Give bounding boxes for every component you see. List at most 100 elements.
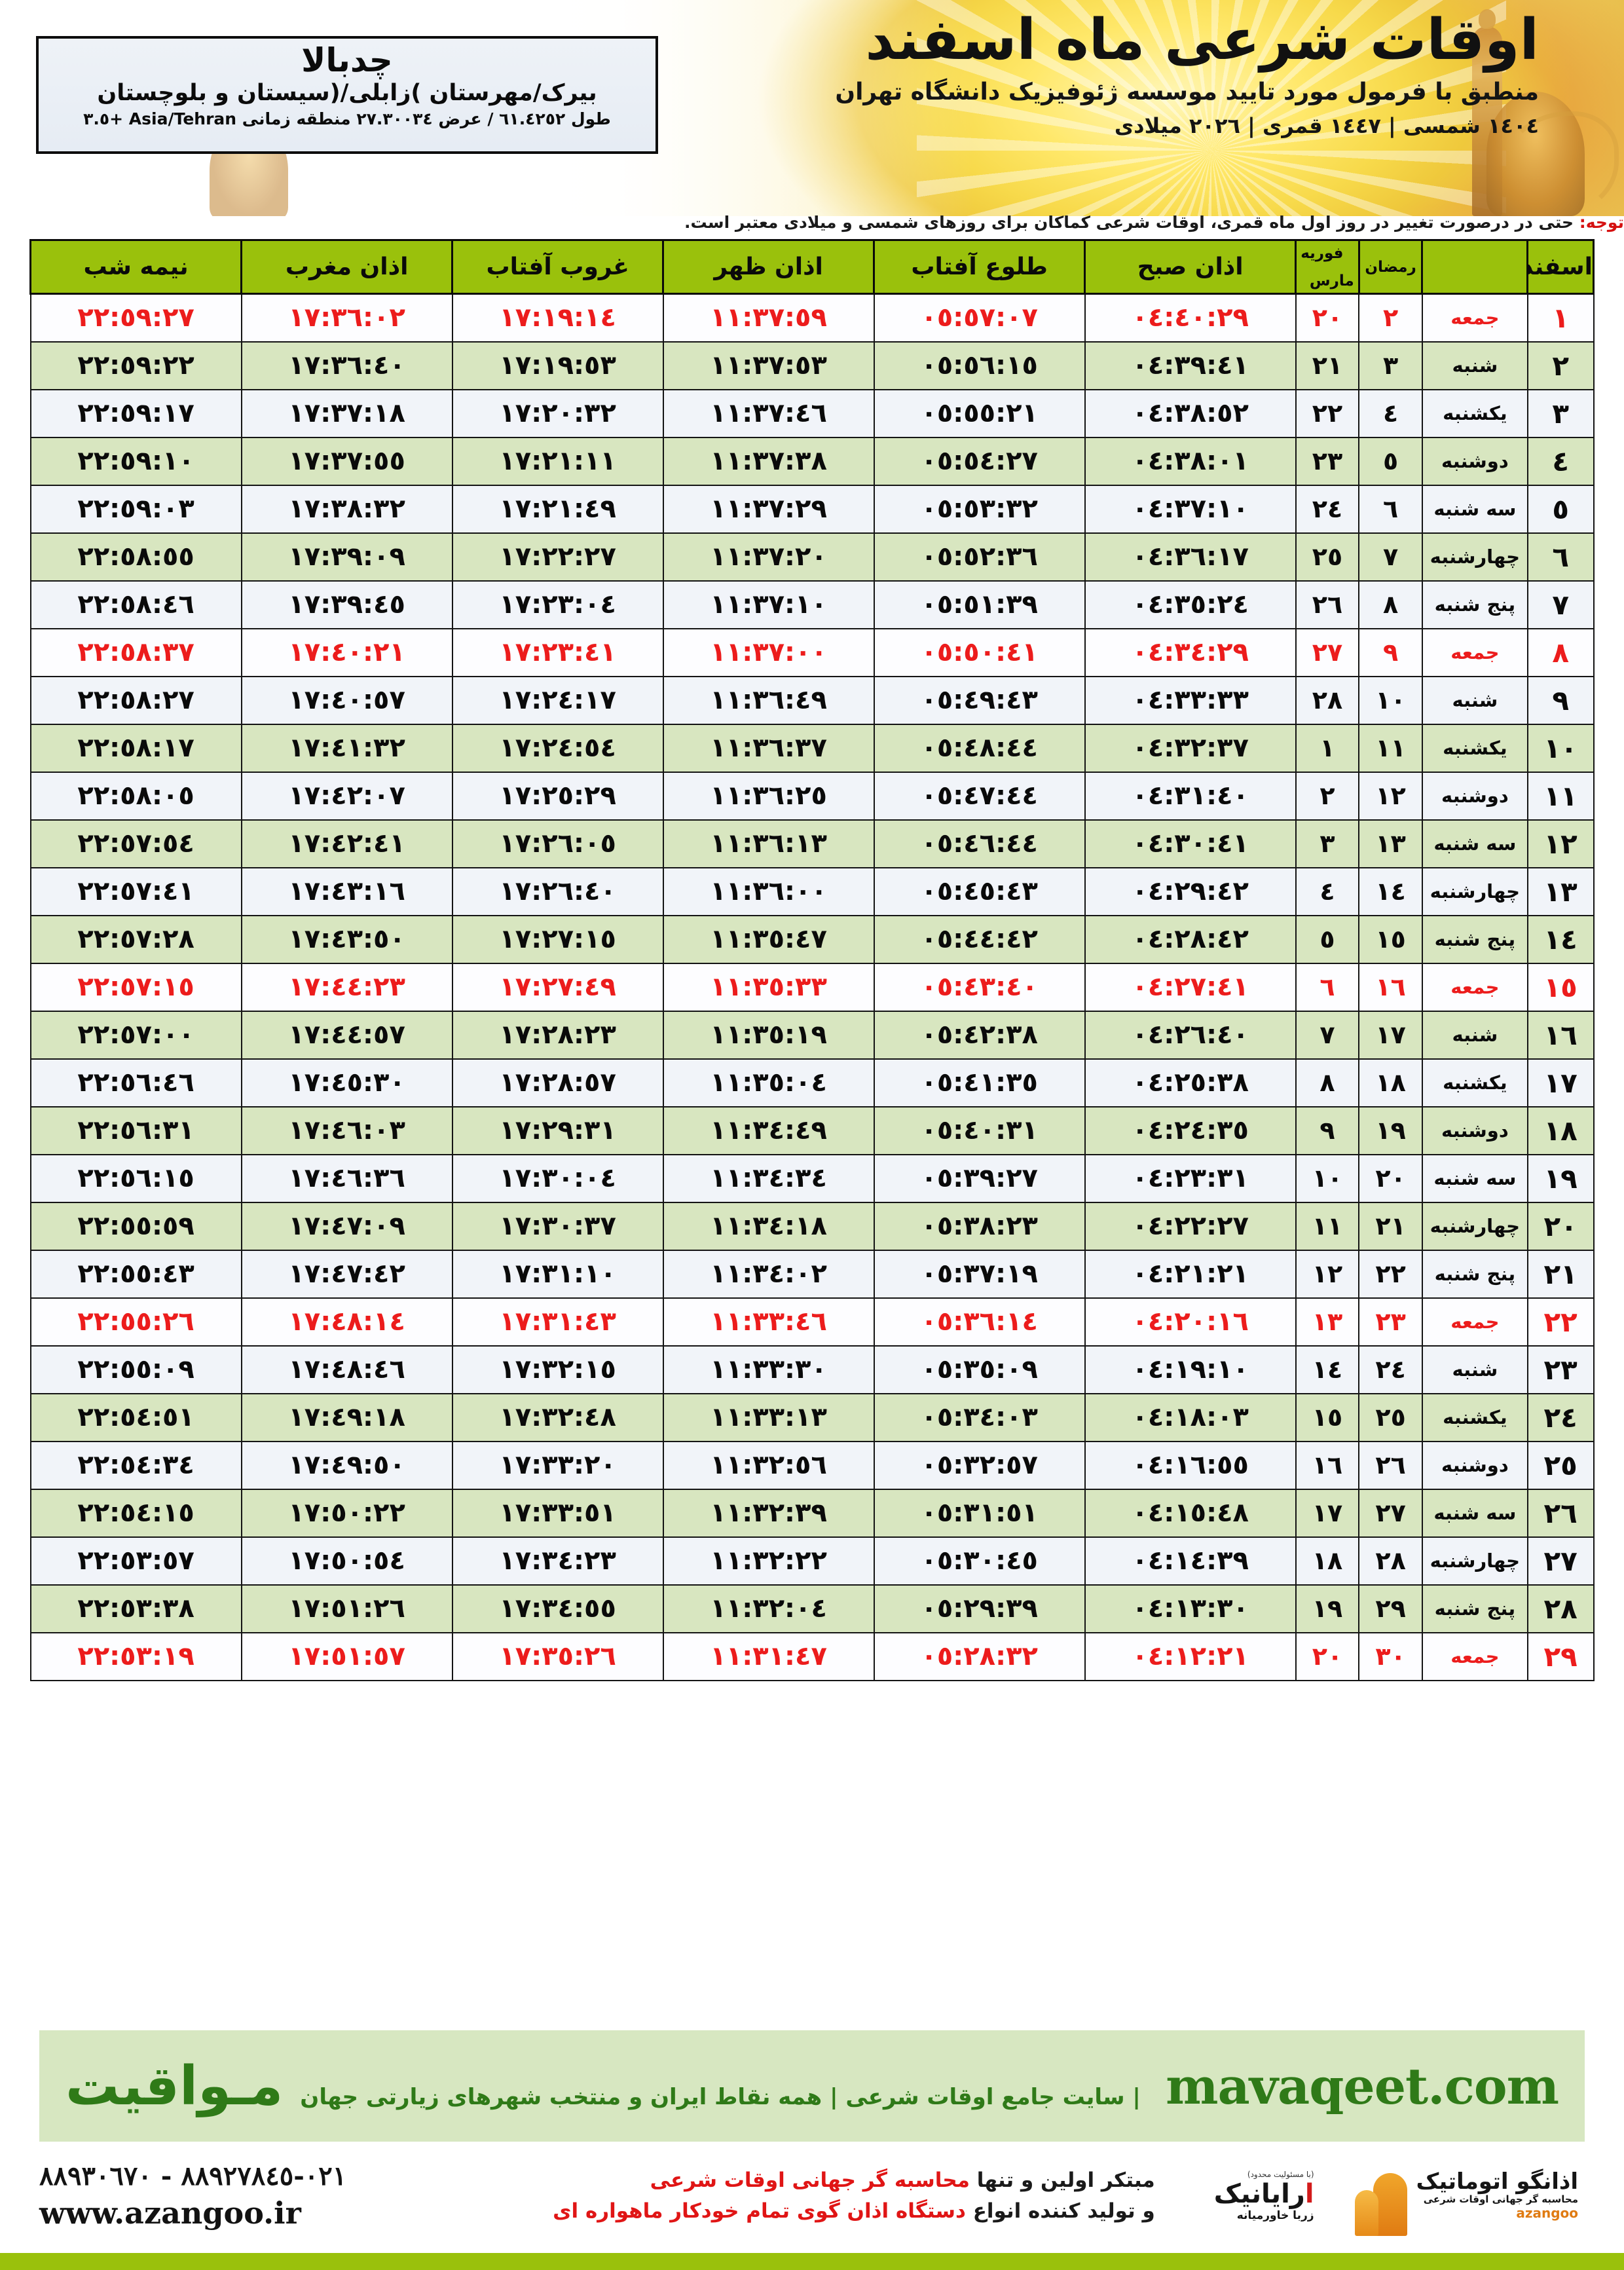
cell-dhuhr-time: ١١:٣٦:١٣: [662, 819, 875, 868]
cell-dhuhr-time: ١١:٣٢:٣٩: [662, 1488, 875, 1538]
city-info-box: چدبالا بیرک/مهرستان )زابلی/(سیستان و بلو…: [36, 36, 658, 154]
cell-midnight-time: ٢٢:٥٤:١٥: [29, 1488, 242, 1538]
cell-day-number: ٩: [1526, 675, 1595, 725]
cell-hijri-day: ٣٠: [1358, 1631, 1423, 1681]
page-title: اوقات شرعی ماه اسفند: [865, 7, 1540, 73]
cell-weekday-name: یکشنبه: [1421, 1392, 1528, 1442]
table-body: ١ جمعه ٢ ٢٠ ٠٤:٤٠:٢٩ ٠٥:٥٧:٠٧ ١١:٣٧:٥٩ ١٧:١٩:١٤…: [29, 293, 1595, 1681]
cell-fajr-time: ٠٤:٣٣:٣٣: [1084, 675, 1297, 725]
col-header-sunrise: طلوع آفتاب: [873, 239, 1086, 295]
contact-info: ٠٢١-٨٨٩٢٧٨٤٥ - ٨٨٩٣٠٦٧٠ www.azangoo.ir: [39, 2161, 346, 2231]
cell-midnight-time: ٢٢:٥٦:٣١: [29, 1106, 242, 1155]
cell-dhuhr-time: ١١:٣٦:٣٧: [662, 723, 875, 773]
cell-fajr-time: ٠٤:٢٩:٤٢: [1084, 866, 1297, 916]
cell-gregorian-day: ١٨: [1295, 1536, 1360, 1586]
cell-sunrise-time: ٠٥:٤٧:٤٤: [873, 771, 1086, 821]
cell-weekday-name: جمعه: [1421, 1297, 1528, 1347]
cell-day-number: ٦: [1526, 532, 1595, 582]
cell-gregorian-day: ١١: [1295, 1201, 1360, 1251]
cell-fajr-time: ٠٤:٣٦:١٧: [1084, 532, 1297, 582]
mavaqeet-url[interactable]: mavaqeet.com: [1166, 2056, 1559, 2115]
table-row: ١٥ جمعه ١٦ ٦ ٠٤:٢٧:٤١ ٠٥:٤٣:٤٠ ١١:٣٥:٣٣ ١٧:٢٧:٤…: [29, 962, 1595, 1012]
cell-sunrise-time: ٠٥:٥٦:١٥: [873, 341, 1086, 390]
cell-weekday-name: شنبه: [1421, 1345, 1528, 1394]
cell-fajr-time: ٠٤:٢٧:٤١: [1084, 962, 1297, 1012]
note-text: حتی در درصورت تغییر در روز اول ماه قمری،…: [684, 213, 1579, 232]
col-header-fajr: اذان صبح: [1084, 239, 1297, 295]
cell-weekday-name: شنبه: [1421, 675, 1528, 725]
cell-gregorian-day: ١: [1295, 723, 1360, 773]
cell-weekday-name: یکشنبه: [1421, 723, 1528, 773]
cell-sunrise-time: ٠٥:٣٥:٠٩: [873, 1345, 1086, 1394]
sunburst-decoration: [917, 0, 1506, 216]
cell-fajr-time: ٠٤:١٨:٠٣: [1084, 1392, 1297, 1442]
company-slogan: مبتکر اولین و تنها محاسبه گر جهانی اوقات…: [553, 2165, 1155, 2226]
col-header-sunset: غروب آفتاب: [451, 239, 665, 295]
table-row: ٢٧ چهارشنبه ٢٨ ١٨ ٠٤:١٤:٣٩ ٠٥:٣٠:٤٥ ١١:٣٢:٢٢ ١٧…: [29, 1536, 1595, 1586]
cell-gregorian-day: ٣: [1295, 819, 1360, 868]
cell-dhuhr-time: ١١:٣٧:٤٦: [662, 388, 875, 438]
cell-midnight-time: ٢٢:٥٨:١٧: [29, 723, 242, 773]
cell-sunset-time: ١٧:٢١:١١: [451, 436, 664, 486]
cell-sunrise-time: ٠٥:٥١:٣٩: [873, 580, 1086, 629]
cell-day-number: ١٦: [1526, 1010, 1595, 1060]
cell-hijri-day: ١٩: [1358, 1106, 1423, 1155]
cell-weekday-name: پنج شنبه: [1421, 1249, 1528, 1299]
cell-maghrib-time: ١٧:٤٢:٠٧: [240, 771, 453, 821]
cell-maghrib-time: ١٧:٣٨:٣٢: [240, 484, 453, 534]
cell-maghrib-time: ١٧:٤٦:٣٦: [240, 1153, 453, 1203]
cell-day-number: ٢١: [1526, 1249, 1595, 1299]
col-header-gregorian: فوریه مارس: [1295, 239, 1360, 295]
cell-day-number: ٢: [1526, 341, 1595, 390]
cell-hijri-day: ١٢: [1358, 771, 1423, 821]
cell-fajr-time: ٠٤:٣٩:٤١: [1084, 341, 1297, 390]
cell-maghrib-time: ١٧:٤٣:١٦: [240, 866, 453, 916]
cell-gregorian-day: ٢١: [1295, 341, 1360, 390]
cell-midnight-time: ٢٢:٥٨:٠٥: [29, 771, 242, 821]
mavaqeet-brand-group: | سایت جامع اوقات شرعی | همه نقاط ایران …: [65, 2055, 1141, 2117]
cell-fajr-time: ٠٤:٣٢:٣٧: [1084, 723, 1297, 773]
cell-gregorian-day: ١٢: [1295, 1249, 1360, 1299]
cell-midnight-time: ٢٢:٥٩:١٧: [29, 388, 242, 438]
cell-fajr-time: ٠٤:١٦:٥٥: [1084, 1440, 1297, 1490]
table-row: ١٧ یکشنبه ١٨ ٨ ٠٤:٢٥:٣٨ ٠٥:٤١:٣٥ ١١:٣٥:٠٤ ١٧:٢٨…: [29, 1058, 1595, 1107]
cell-sunrise-time: ٠٥:٣٦:١٤: [873, 1297, 1086, 1347]
cell-fajr-time: ٠٤:٤٠:٢٩: [1084, 293, 1297, 343]
cell-maghrib-time: ١٧:٣٩:٠٩: [240, 532, 453, 582]
cell-fajr-time: ٠٤:٣١:٤٠: [1084, 771, 1297, 821]
cell-dhuhr-time: ١١:٣٧:٠٠: [662, 627, 875, 677]
cell-maghrib-time: ١٧:٤٠:٢١: [240, 627, 453, 677]
cell-midnight-time: ٢٢:٥٧:٢٨: [29, 914, 242, 964]
cell-midnight-time: ٢٢:٥٤:٣٤: [29, 1440, 242, 1490]
table-row: ٨ جمعه ٩ ٢٧ ٠٤:٣٤:٢٩ ٠٥:٥٠:٤١ ١١:٣٧:٠٠ ١٧:٢٣:٤١…: [29, 627, 1595, 677]
azangoo-name-fa: اذانگو اتوماتیک: [1416, 2168, 1578, 2195]
cell-midnight-time: ٢٢:٥٥:٤٣: [29, 1249, 242, 1299]
cell-midnight-time: ٢٢:٥٩:٠٣: [29, 484, 242, 534]
rayanik-name: ارایانیک: [1213, 2178, 1315, 2209]
cell-weekday-name: دوشنبه: [1421, 436, 1528, 486]
cell-weekday-name: سه شنبه: [1421, 1488, 1528, 1538]
cell-weekday-name: چهارشنبه: [1421, 532, 1528, 582]
azangoo-dome-icon: [1354, 2156, 1407, 2236]
cell-day-number: ٢٧: [1526, 1536, 1595, 1586]
cell-maghrib-time: ١٧:٤٢:٤١: [240, 819, 453, 868]
cell-day-number: ٣: [1526, 388, 1595, 438]
website-url[interactable]: www.azangoo.ir: [39, 2195, 301, 2231]
cell-weekday-name: سه شنبه: [1421, 484, 1528, 534]
cell-hijri-day: ٨: [1358, 580, 1423, 629]
table-row: ٢١ پنج شنبه ٢٢ ١٢ ٠٤:٢١:٢١ ٠٥:٣٧:١٩ ١١:٣٤:٠٢ ١٧…: [29, 1249, 1595, 1299]
cell-gregorian-day: ١٠: [1295, 1153, 1360, 1203]
cell-hijri-day: ١٥: [1358, 914, 1423, 964]
table-row: ١٣ چهارشنبه ١٤ ٤ ٠٤:٢٩:٤٢ ٠٥:٤٥:٤٣ ١١:٣٦:٠٠ ١٧:…: [29, 866, 1595, 916]
cell-weekday-name: جمعه: [1421, 627, 1528, 677]
azangoo-sub-fa: محاسبه گر جهانی اوقات شرعی: [1423, 2193, 1578, 2206]
rayanik-sub: زربا خاورمیانه: [1236, 2208, 1314, 2222]
cell-sunset-time: ١٧:٢٣:٤١: [451, 627, 664, 677]
cell-sunrise-time: ٠٥:٣٠:٤٥: [873, 1536, 1086, 1586]
cell-sunset-time: ١٧:٣٤:٢٣: [451, 1536, 664, 1586]
cell-sunrise-time: ٠٥:٤٣:٤٠: [873, 962, 1086, 1012]
cell-sunset-time: ١٧:١٩:٥٣: [451, 341, 664, 390]
cell-gregorian-day: ١٧: [1295, 1488, 1360, 1538]
cell-midnight-time: ٢٢:٥٣:٣٨: [29, 1584, 242, 1633]
cell-gregorian-day: ٢٣: [1295, 436, 1360, 486]
